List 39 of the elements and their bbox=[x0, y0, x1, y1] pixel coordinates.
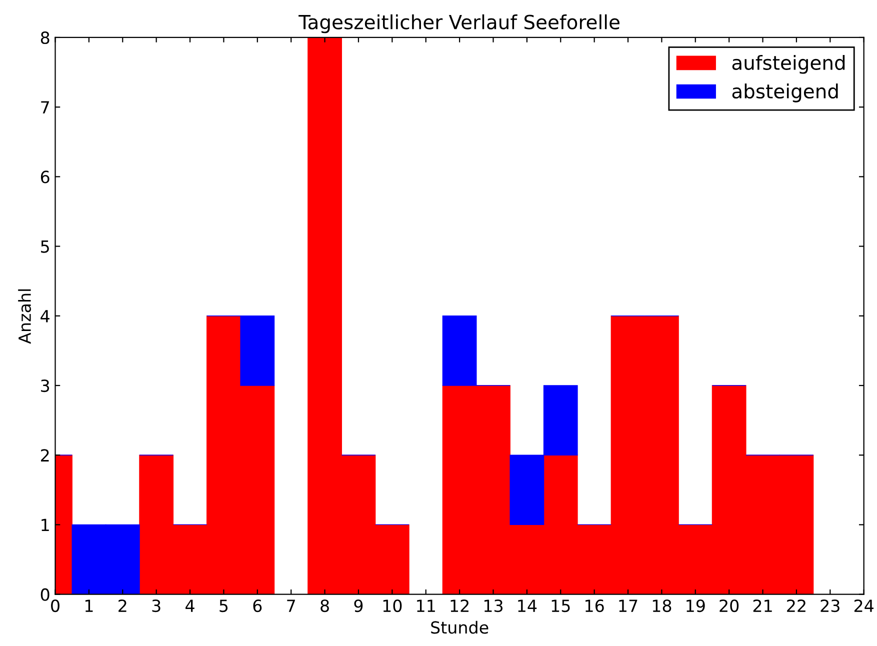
x-tick-label: 21 bbox=[753, 599, 772, 612]
chart-title: Tageszeitlicher Verlauf Seeforelle bbox=[298, 14, 620, 34]
y-tick-label: 7 bbox=[41, 101, 49, 114]
y-tick-label: 2 bbox=[41, 449, 49, 462]
x-tick-label: 12 bbox=[450, 599, 468, 612]
x-tick-label: 24 bbox=[854, 599, 874, 612]
legend-label: aufsteigend bbox=[732, 54, 845, 74]
x-tick-label: 0 bbox=[51, 599, 60, 612]
y-tick-label: 6 bbox=[40, 170, 50, 184]
x-tick-label: 19 bbox=[686, 599, 705, 612]
x-tick-label: 13 bbox=[484, 599, 503, 612]
x-tick-label: 2 bbox=[118, 599, 126, 612]
legend-label: absteigend bbox=[732, 84, 838, 102]
x-tick-label: 10 bbox=[383, 599, 402, 612]
x-axis-title: Stunde bbox=[431, 620, 488, 634]
x-tick-label: 15 bbox=[552, 600, 570, 612]
y-tick-label: 1 bbox=[42, 518, 49, 532]
y-tick-label: 0 bbox=[40, 588, 50, 601]
x-tick-label: 1 bbox=[85, 600, 93, 612]
x-tick-label: 18 bbox=[652, 599, 672, 612]
y-tick-label: 4 bbox=[40, 310, 50, 322]
x-tick-label: 16 bbox=[586, 599, 604, 612]
y-axis-title: Anzahl bbox=[18, 289, 31, 344]
x-tick-label: 11 bbox=[417, 600, 435, 612]
x-tick-label: 23 bbox=[820, 599, 840, 612]
x-tick-label: 9 bbox=[354, 599, 363, 612]
x-tick-label: 6 bbox=[253, 599, 262, 612]
x-tick-label: 22 bbox=[787, 599, 806, 612]
x-tick-label: 4 bbox=[186, 600, 194, 612]
x-tick-label: 5 bbox=[220, 600, 228, 612]
y-tick-label: 3 bbox=[41, 379, 50, 392]
y-tick-label: 5 bbox=[41, 240, 49, 253]
x-tick-label: 20 bbox=[720, 599, 739, 612]
x-tick-label: 7 bbox=[287, 600, 295, 612]
x-tick-label: 14 bbox=[518, 600, 537, 612]
x-tick-label: 3 bbox=[152, 599, 160, 612]
x-tick-label: 17 bbox=[619, 600, 638, 612]
y-tick-label: 8 bbox=[40, 31, 50, 44]
x-tick-label: 8 bbox=[320, 599, 329, 612]
